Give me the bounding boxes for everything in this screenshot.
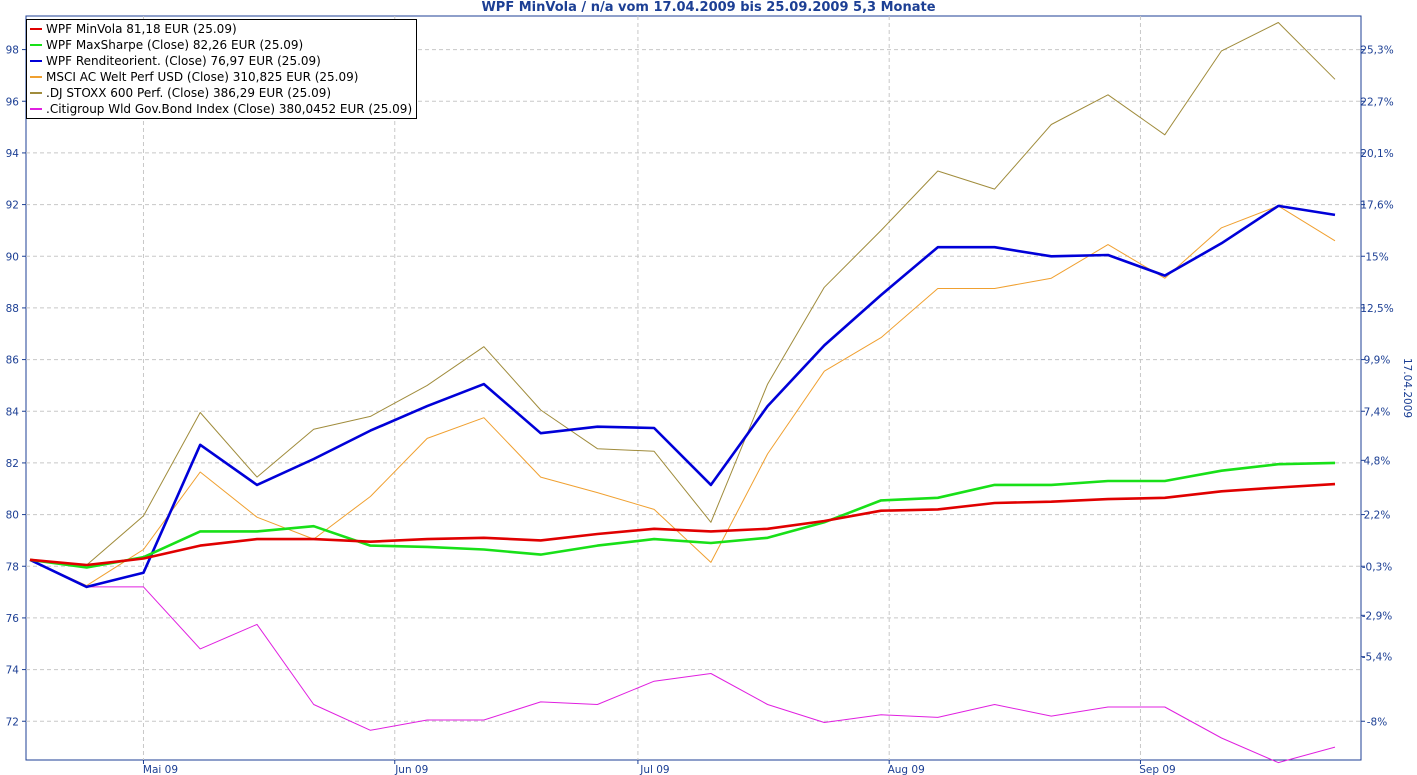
y-tick-label-right: 9,9% xyxy=(1364,355,1391,367)
plot-area xyxy=(25,15,1362,761)
legend-item: WPF MinVola 81,18 EUR (25.09) xyxy=(30,21,412,37)
y-tick-label-right: 15% xyxy=(1365,251,1388,263)
y-tick-label-left: 72 xyxy=(6,716,19,728)
y-tick-label-right: 12,5% xyxy=(1360,303,1393,315)
y-tick-label-right: 17,6% xyxy=(1360,200,1393,212)
legend-swatch xyxy=(30,60,42,62)
x-tick-label: Jul 09 xyxy=(639,764,669,775)
legend-label: WPF MaxSharpe (Close) 82,26 EUR (25.09) xyxy=(46,38,304,52)
y-tick-label-right: -5,4% xyxy=(1362,652,1392,664)
series-line xyxy=(29,205,1336,587)
grid-lines xyxy=(26,16,1361,760)
y-tick-label-right: 7,4% xyxy=(1364,406,1391,418)
x-tick-label: Jun 09 xyxy=(394,764,428,775)
legend-item: WPF Renditeorient. (Close) 76,97 EUR (25… xyxy=(30,53,412,69)
legend: WPF MinVola 81,18 EUR (25.09) WPF MaxShar… xyxy=(26,19,418,119)
y-tick-label-left: 98 xyxy=(6,45,19,57)
y-tick-label-right: -0,3% xyxy=(1362,561,1392,573)
y-tick-label-left: 90 xyxy=(6,251,19,263)
legend-label: MSCI AC Welt Perf USD (Close) 310,825 EU… xyxy=(46,70,359,84)
legend-item: WPF MaxSharpe (Close) 82,26 EUR (25.09) xyxy=(30,37,412,53)
y-tick-label-right: -8% xyxy=(1367,716,1387,728)
y-tick-label-left: 84 xyxy=(6,406,20,418)
x-tick-label: Aug 09 xyxy=(888,764,925,775)
axis-ticks: 72 74 76 78 80 82 84 86 88 90 92 94 96 98 -8% -5,4% -2,9… xyxy=(6,45,1394,775)
legend-swatch xyxy=(30,28,42,30)
right-axis-label: 17.04.2009 xyxy=(1401,358,1413,418)
legend-label: .Citigroup Wld Gov.Bond Index (Close) 38… xyxy=(46,102,413,116)
y-tick-label-left: 76 xyxy=(6,613,20,625)
legend-label: WPF Renditeorient. (Close) 76,97 EUR (25… xyxy=(46,54,321,68)
legend-item: .DJ STOXX 600 Perf. (Close) 386,29 EUR (… xyxy=(30,85,412,101)
x-tick-label: Sep 09 xyxy=(1139,764,1176,775)
legend-label: .DJ STOXX 600 Perf. (Close) 386,29 EUR (… xyxy=(46,86,332,100)
chart-title: WPF MinVola / n/a vom 17.04.2009 bis 25.… xyxy=(481,0,936,15)
series-line xyxy=(29,22,1336,566)
legend-swatch xyxy=(30,44,42,46)
y-tick-label-right: 22,7% xyxy=(1360,96,1393,108)
legend-item: .Citigroup Wld Gov.Bond Index (Close) 38… xyxy=(30,101,412,117)
y-tick-label-left: 74 xyxy=(6,665,20,677)
y-tick-label-left: 82 xyxy=(6,458,19,470)
legend-swatch xyxy=(30,108,42,110)
series-line xyxy=(29,461,1336,569)
legend-label: WPF MinVola 81,18 EUR (25.09) xyxy=(46,22,237,36)
y-tick-label-left: 78 xyxy=(6,561,19,573)
legend-item: MSCI AC Welt Perf USD (Close) 310,825 EU… xyxy=(30,69,412,85)
legend-swatch xyxy=(30,92,42,94)
series-line xyxy=(29,559,1336,764)
y-tick-label-right: 25,3% xyxy=(1360,45,1393,57)
legend-swatch xyxy=(30,76,42,78)
y-tick-label-left: 80 xyxy=(6,510,19,522)
y-tick-label-left: 94 xyxy=(6,148,20,160)
y-tick-label-right: 2,2% xyxy=(1364,510,1391,522)
y-tick-label-left: 92 xyxy=(6,200,19,212)
y-tick-label-right: -2,9% xyxy=(1362,610,1392,622)
y-tick-label-left: 86 xyxy=(6,355,20,367)
y-tick-label-left: 88 xyxy=(6,303,19,315)
y-tick-label-right: 20,1% xyxy=(1360,148,1393,160)
y-tick-label-right: 4,8% xyxy=(1364,455,1391,467)
x-tick-label: Mai 09 xyxy=(143,764,178,775)
series-line xyxy=(29,482,1336,567)
y-tick-label-left: 96 xyxy=(6,96,20,108)
series-line xyxy=(29,204,1336,589)
series-lines xyxy=(29,22,1336,764)
